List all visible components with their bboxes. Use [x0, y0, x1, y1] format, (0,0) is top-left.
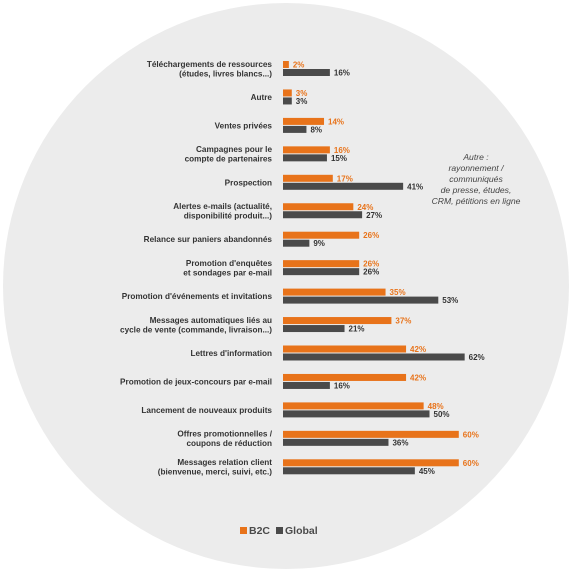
data-label-b2c: 14%: [328, 117, 344, 126]
bar-b2c: [283, 117, 325, 125]
data-label-global: 27%: [366, 211, 382, 220]
data-label-b2c: 24%: [357, 203, 373, 212]
data-label-global: 8%: [310, 125, 322, 134]
data-label-b2c: 48%: [428, 402, 444, 411]
bar-b2c: [283, 345, 407, 353]
category-label: Promotion d'événements et invitations: [122, 292, 273, 301]
data-label-b2c: 42%: [410, 373, 426, 382]
category-label: Offres promotionnelles /: [177, 430, 272, 439]
category-label: Relance sur paniers abandonnés: [144, 235, 273, 244]
bar-global: [283, 125, 307, 133]
bar-b2c: [283, 174, 333, 182]
legend-label-global: Global: [285, 525, 318, 537]
bar-global: [283, 239, 310, 247]
bar-global: [283, 438, 389, 446]
category-label: et sondages par e-mail: [183, 268, 272, 277]
category-label: Promotion de jeux-concours par e-mail: [120, 377, 272, 386]
annotation-line: de presse, études,: [441, 185, 512, 195]
category-label: disponibilité produit...): [184, 212, 273, 221]
category-label: Autre: [251, 93, 273, 102]
data-label-b2c: 42%: [410, 345, 426, 354]
category-label: coupons de réduction: [186, 439, 272, 448]
background-circle: [3, 3, 569, 569]
legend: B2C Global: [240, 525, 318, 537]
data-label-global: 45%: [419, 467, 435, 476]
data-label-b2c: 26%: [363, 260, 379, 269]
category-label: compte de partenaires: [185, 155, 273, 164]
category-label: Messages automatiques liés au: [150, 316, 272, 325]
legend-label-b2c: B2C: [249, 525, 270, 537]
bar-global: [283, 211, 363, 219]
data-label-global: 9%: [313, 239, 325, 248]
annotation-line: rayonnement /: [449, 163, 506, 173]
category-label: Lettres d'information: [190, 349, 272, 358]
bar-b2c: [283, 373, 407, 381]
data-label-global: 53%: [442, 296, 458, 305]
category-label: Alertes e-mails (actualité,: [173, 202, 272, 211]
bar-global: [283, 325, 345, 333]
data-label-global: 21%: [349, 325, 365, 334]
bar-b2c: [283, 146, 330, 154]
data-label-global: 15%: [331, 154, 347, 163]
bar-b2c: [283, 203, 354, 211]
category-label: (études, livres blancs...): [179, 69, 272, 78]
bar-b2c: [283, 89, 292, 97]
category-label: Téléchargements de ressources: [147, 60, 273, 69]
category-label: Promotion d'enquêtes: [186, 259, 273, 268]
bar-global: [283, 69, 330, 76]
bar-global: [283, 154, 327, 162]
category-label: Lancement de nouveaux produits: [141, 406, 272, 415]
data-label-global: 41%: [407, 182, 423, 191]
category-label: Messages relation client: [177, 458, 272, 467]
bar-b2c: [283, 61, 289, 68]
data-label-global: 62%: [469, 353, 485, 362]
data-label-global: 26%: [363, 268, 379, 277]
annotation-line: CRM, pétitions en ligne: [432, 196, 521, 206]
data-label-b2c: 2%: [293, 61, 305, 70]
data-label-b2c: 60%: [463, 459, 479, 468]
data-label-b2c: 26%: [363, 231, 379, 240]
annotation-line: communiqués: [449, 174, 503, 184]
category-labels: Téléchargements de ressources(études, li…: [120, 60, 273, 477]
bar-global: [283, 467, 415, 475]
bar-b2c: [283, 317, 392, 325]
data-label-global: 16%: [334, 381, 350, 390]
data-label-global: 3%: [296, 97, 308, 106]
bar-global: [283, 410, 430, 418]
data-label-global: 16%: [334, 69, 350, 78]
bar-global: [283, 381, 330, 389]
legend-swatch-b2c: [240, 527, 247, 534]
annotation-line: Autre :: [462, 152, 489, 162]
data-label-global: 36%: [392, 438, 408, 447]
bar-global: [283, 182, 404, 190]
bar-global: [283, 268, 360, 276]
data-label-b2c: 16%: [334, 146, 350, 155]
bar-b2c: [283, 288, 386, 296]
bar-b2c: [283, 260, 360, 268]
bar-global: [283, 296, 439, 304]
bar-b2c: [283, 402, 424, 410]
category-label: (bienvenue, merci, suivi, etc.): [158, 468, 272, 477]
bar-global: [283, 97, 292, 105]
data-label-global: 50%: [434, 410, 450, 419]
data-label-b2c: 60%: [463, 430, 479, 439]
bar-b2c: [283, 459, 459, 467]
bar-global: [283, 353, 465, 361]
data-label-b2c: 35%: [390, 288, 406, 297]
annotation-note: Autre : rayonnement / communiqués de presse…: [432, 152, 521, 206]
category-label: Prospection: [225, 178, 272, 187]
bar-b2c: [283, 430, 459, 438]
data-label-b2c: 3%: [296, 89, 308, 98]
value-labels: 2%16%3%3%14%8%16%15%17%41%24%27%26%9%26%…: [293, 61, 485, 476]
legend-swatch-global: [276, 527, 283, 534]
bar-b2c: [283, 231, 360, 239]
data-label-b2c: 17%: [337, 174, 353, 183]
bars: [283, 61, 465, 475]
category-label: cycle de vente (commande, livraison...): [120, 325, 272, 334]
data-label-b2c: 37%: [395, 317, 411, 326]
category-label: Ventes privées: [215, 121, 273, 130]
category-label: Campagnes pour le: [196, 145, 272, 154]
